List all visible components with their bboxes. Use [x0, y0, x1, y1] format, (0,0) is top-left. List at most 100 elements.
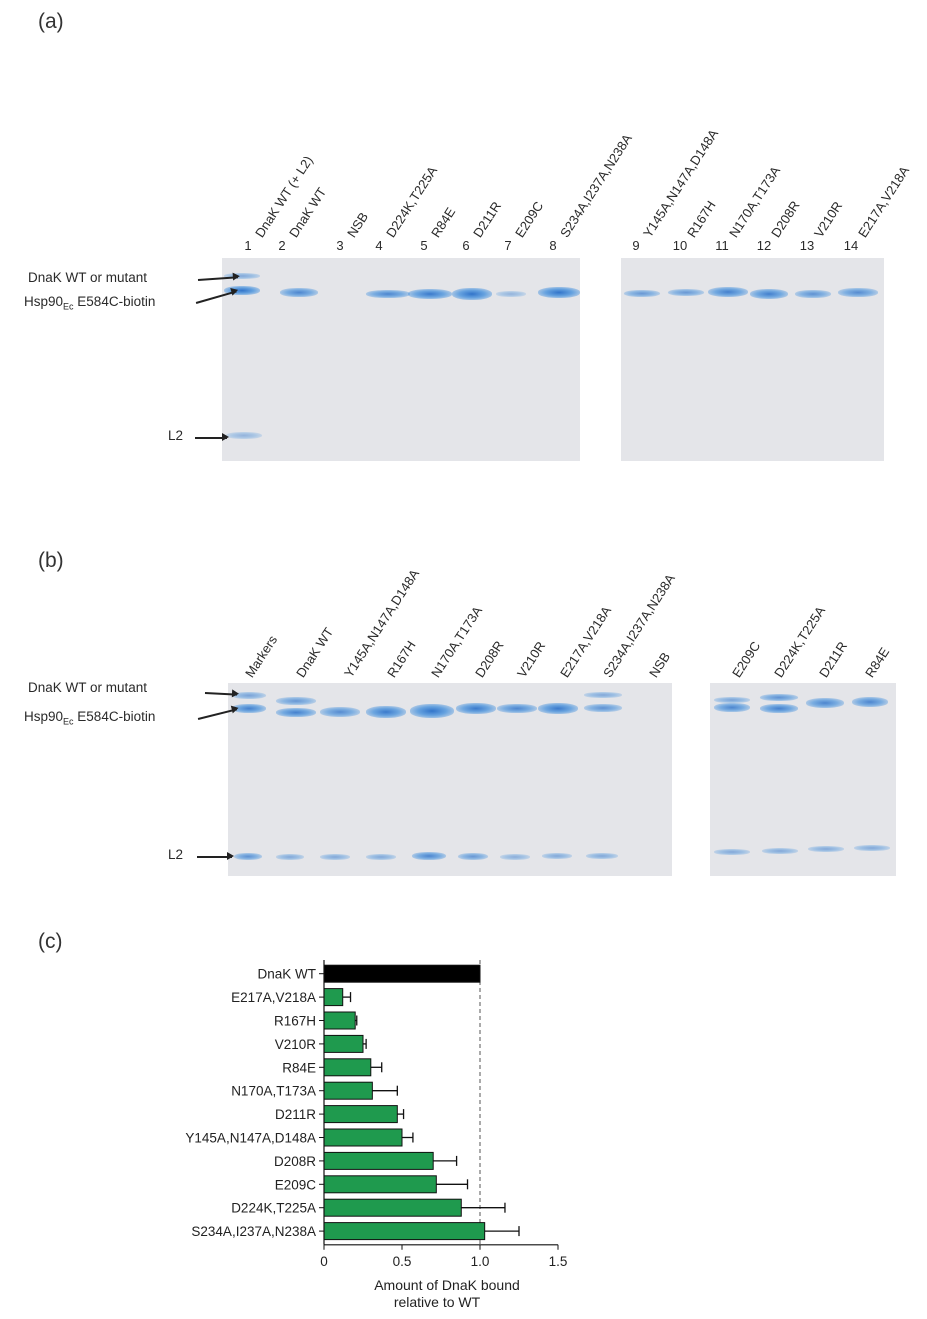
panel-a-l2-arrow	[195, 434, 229, 440]
gel-band	[452, 288, 492, 300]
category-label: N170A,T173A	[231, 1084, 316, 1099]
gel-band	[458, 853, 488, 860]
gel-band	[497, 704, 537, 713]
panel-a-lane-number: 14	[843, 238, 859, 253]
category-label: E217A,V218A	[231, 990, 316, 1005]
gel-band	[838, 288, 878, 297]
bar	[323, 1081, 373, 1100]
x-tick-label: 0	[320, 1254, 328, 1269]
panel-a-lane-number: 6	[462, 238, 470, 253]
gel-band	[366, 290, 410, 298]
x-tick-label: 0.5	[393, 1254, 412, 1269]
panel-a-lane-number: 2	[278, 238, 286, 253]
gel-band	[584, 692, 622, 698]
gel-band	[714, 703, 750, 712]
x-tick-label: 1.5	[549, 1254, 568, 1269]
panel-a-lane-label: Y145A,N147A,D148A	[640, 126, 722, 241]
bar	[323, 1222, 486, 1241]
category-label: DnaK WT	[257, 967, 316, 982]
gel-band	[708, 287, 748, 297]
bar-chart: DnaK WT E217A,V218A R167H V210R R84E N170A,T1…	[185, 960, 568, 1310]
gel-band	[224, 286, 260, 295]
panel-a-lane-number: 3	[336, 238, 344, 253]
bar	[323, 1151, 434, 1170]
gel-band	[624, 290, 660, 297]
panel-b-lane-label: R167H	[384, 638, 419, 681]
panel-b-hsp90-label: Hsp90Ec E584C-biotin	[24, 709, 156, 727]
panel-b-lane-label: DnaK WT	[293, 624, 337, 681]
panel-a-lane-label: R167H	[684, 198, 719, 241]
x-tick-label: 1.0	[471, 1254, 490, 1269]
gel-band	[795, 290, 831, 298]
gel-band	[276, 697, 316, 705]
panel-a-lane-number: 5	[420, 238, 428, 253]
gel-band	[276, 854, 304, 860]
gel-band	[750, 289, 788, 299]
panel-b-l2-label: L2	[168, 847, 184, 862]
panel-a-lane-label: E217A,V218A	[855, 163, 913, 241]
panel-a-lane-number: 4	[375, 238, 383, 253]
gel-band	[410, 704, 454, 718]
category-label: R84E	[282, 1060, 316, 1075]
panel-a-dnak-label: DnaK WT or mutant	[28, 270, 148, 285]
gel-band	[234, 853, 262, 860]
panel-b-letter: (b)	[38, 549, 64, 572]
panel-a-lane-label: V210R	[811, 198, 846, 241]
category-label: E209C	[275, 1177, 317, 1192]
gel-band	[276, 708, 316, 717]
bar	[323, 1198, 462, 1217]
gel-band	[320, 854, 350, 860]
panel-a-lane-label: D211R	[470, 198, 505, 241]
panel-b-lane-label: D208R	[472, 638, 507, 681]
panel-a-lane-label: S234A,I237A,N238A	[557, 131, 635, 241]
bar	[323, 1128, 403, 1147]
bar	[323, 964, 481, 983]
gel-band	[538, 703, 578, 714]
gel-band	[366, 854, 396, 860]
bar	[323, 988, 344, 1007]
panel-b-dnak-arrow	[204, 692, 237, 696]
panel-a-lane-label: R84E	[428, 204, 459, 241]
panel-a-lane-number: 12	[756, 238, 772, 253]
gel-band	[408, 289, 452, 299]
gel-band	[496, 291, 526, 297]
panel-a-lane-label: E209C	[512, 198, 547, 241]
gel-band	[542, 853, 572, 859]
panel-b-lane-label: R84E	[862, 644, 893, 681]
panel-a-gel-left	[222, 258, 580, 461]
category-label: R167H	[274, 1014, 316, 1029]
panel-a-lane-number: 10	[672, 238, 688, 253]
panel-b-lane-label: E209C	[729, 638, 764, 681]
panel-b-lane-label: D211R	[816, 638, 851, 681]
gel-band	[714, 697, 750, 703]
gel-band	[762, 848, 798, 854]
panel-b-lane-label: Y145A,N147A,D148A	[341, 566, 423, 681]
category-label: S234A,I237A,N238A	[191, 1224, 316, 1239]
panel-b-lane-label: Markers	[242, 632, 281, 681]
gel-band	[760, 704, 798, 713]
gel-band	[366, 706, 406, 718]
gel-band	[500, 854, 530, 860]
gel-band	[760, 694, 798, 701]
bar	[323, 1105, 398, 1124]
x-axis-label: Amount of DnaK bound	[374, 1277, 520, 1293]
panel-b-l2-arrow	[197, 853, 234, 859]
panel-a-lane-label: D208R	[768, 198, 803, 241]
panel-a-lane-number: 11	[715, 238, 729, 253]
gel-band	[854, 845, 890, 851]
panel-b-lane-label: V210R	[514, 638, 549, 681]
gel-band	[806, 698, 844, 708]
gel-band	[538, 287, 580, 298]
gel-band	[668, 289, 704, 296]
panel-a-lane-number: 1	[244, 238, 252, 253]
panel-a-hsp90-label: Hsp90Ec E584C-biotin	[24, 294, 156, 312]
panel-c-letter: (c)	[38, 930, 63, 953]
x-axis-label: relative to WT	[394, 1294, 481, 1310]
gel-band	[232, 692, 266, 699]
gel-band	[280, 288, 318, 297]
gel-band	[584, 704, 622, 712]
category-label: D208R	[274, 1154, 316, 1169]
gel-band	[714, 849, 750, 855]
panel-a-lane-number: 9	[632, 238, 640, 253]
panel-a-letter: (a)	[38, 10, 64, 33]
